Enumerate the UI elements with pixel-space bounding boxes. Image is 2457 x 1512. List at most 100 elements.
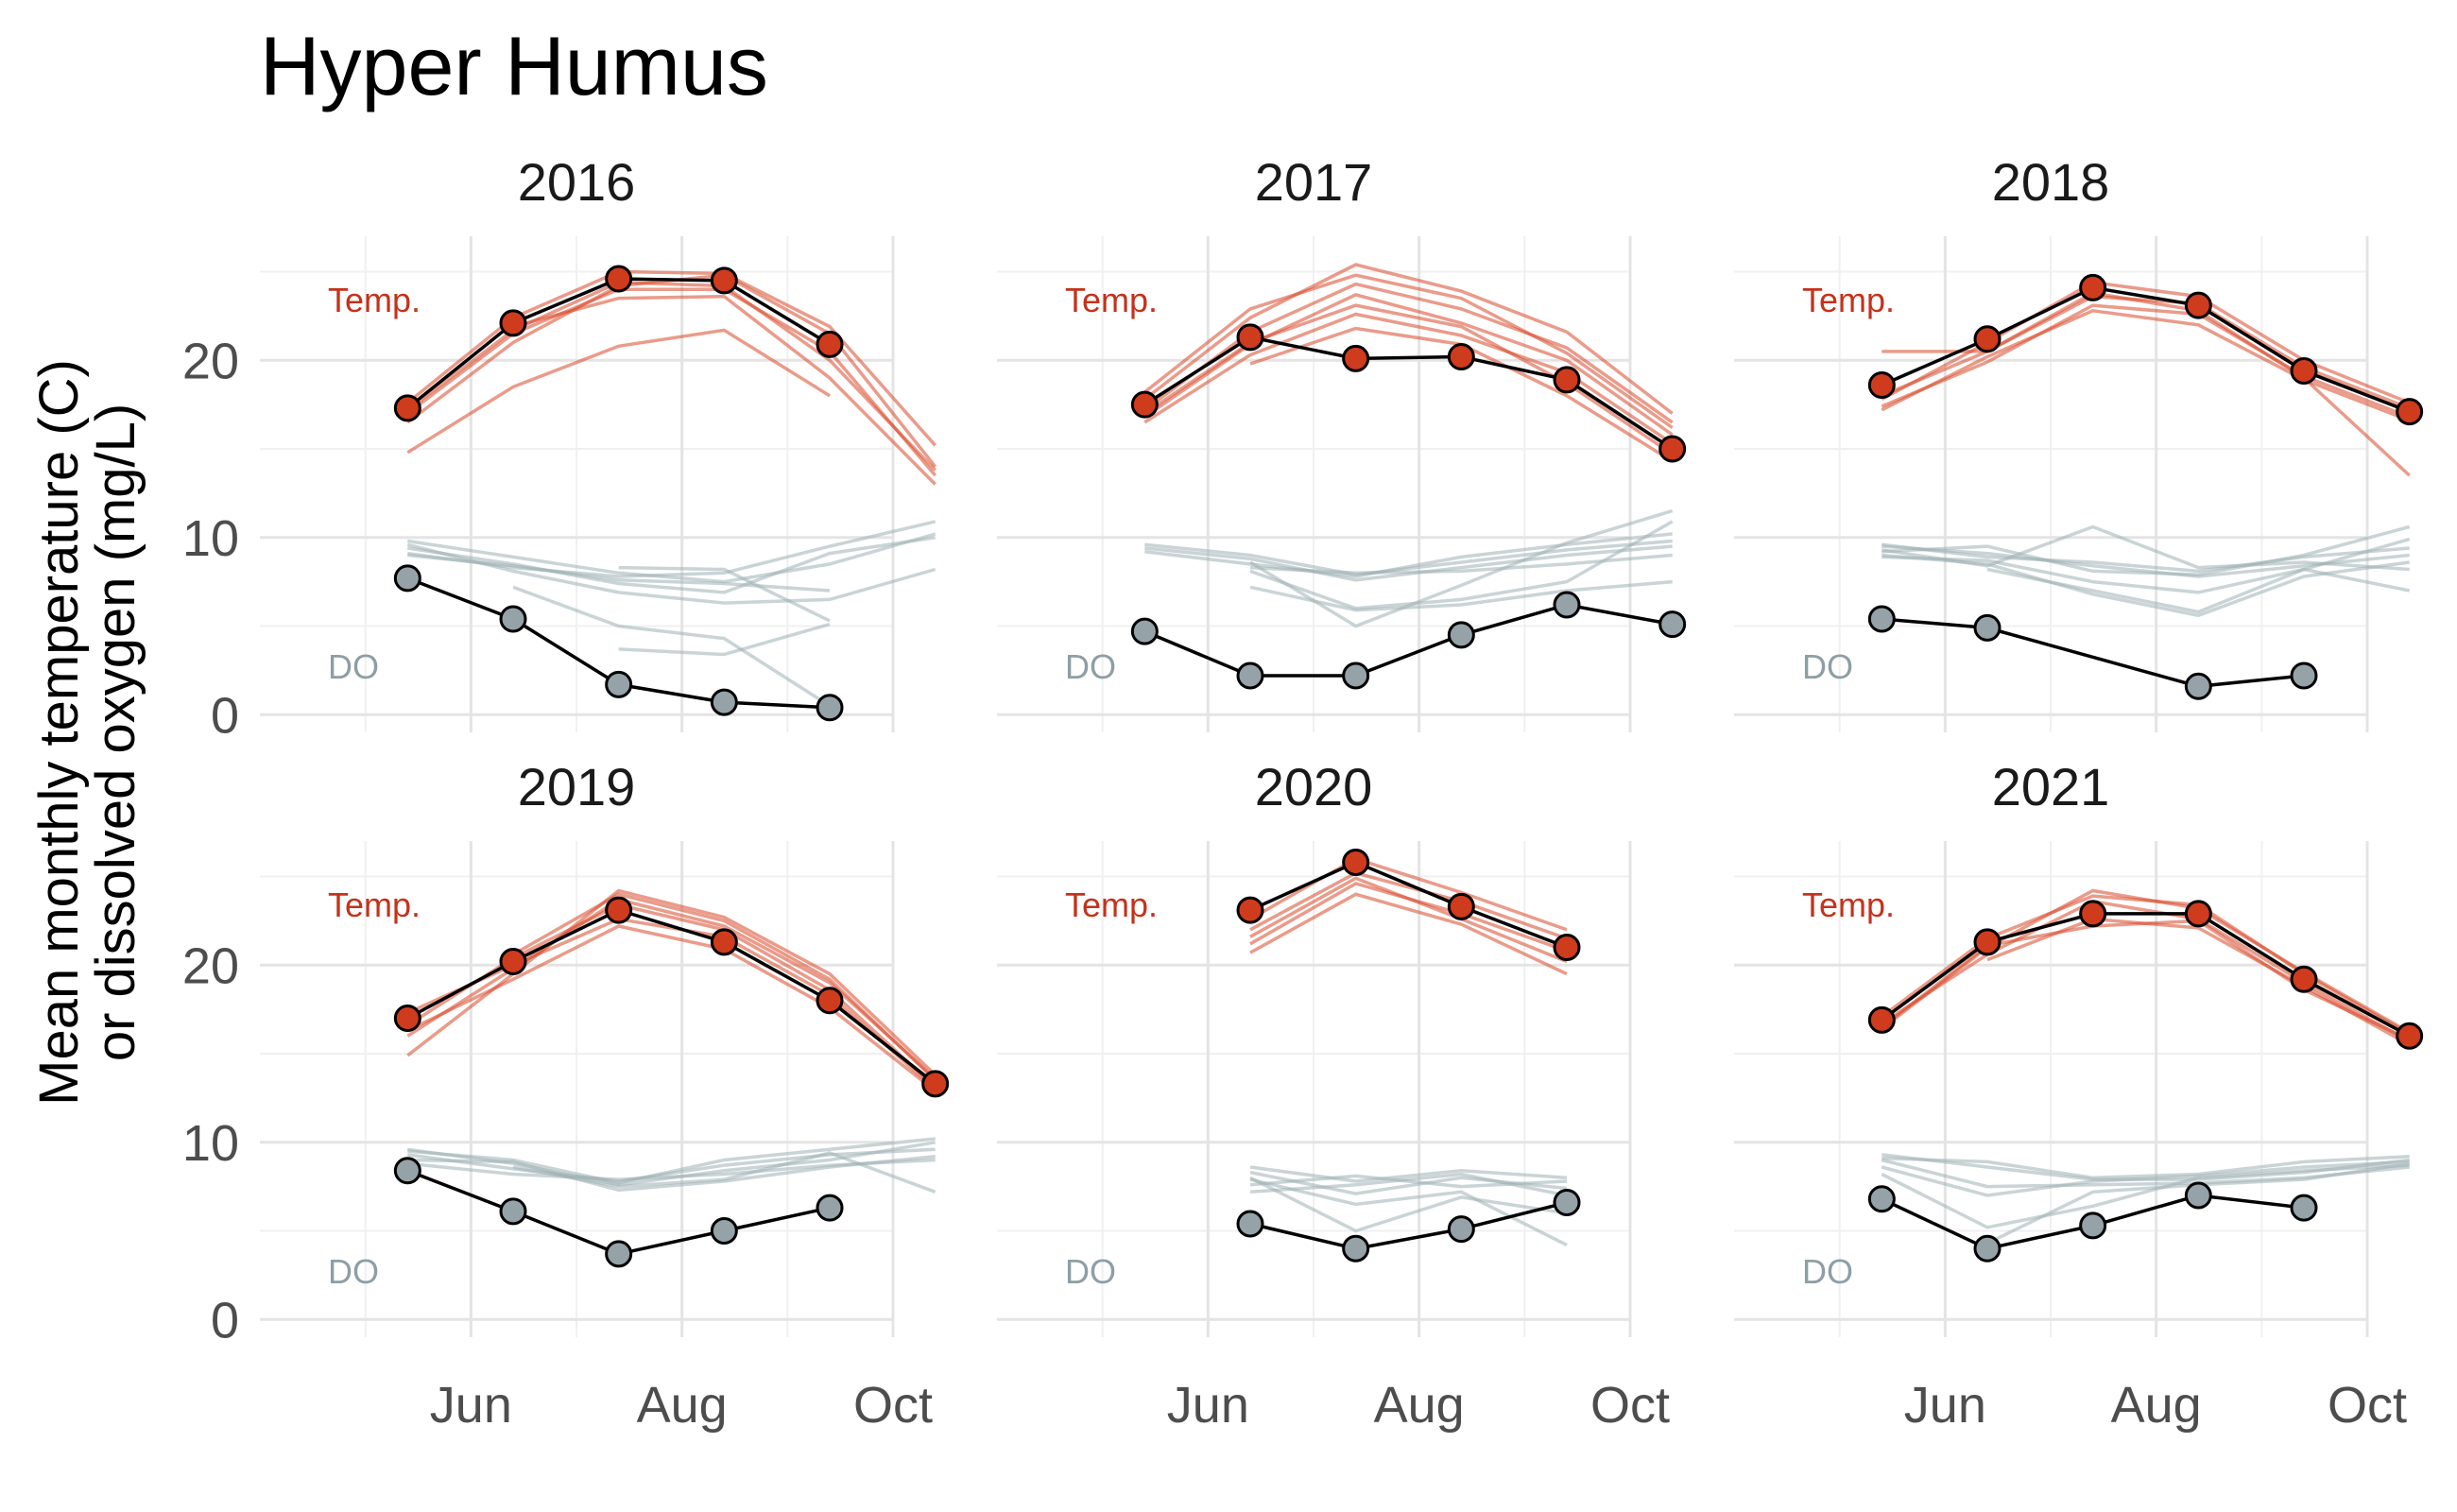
do-point: [499, 1197, 527, 1226]
do-highlight-line: [1249, 1200, 1568, 1251]
do-point: [816, 694, 844, 722]
do-background-line: [1881, 1163, 2410, 1229]
do-background-line: [1881, 1155, 2410, 1180]
do-point: [1447, 1215, 1475, 1244]
temp-point: [2184, 900, 2212, 928]
do-point: [2290, 1194, 2318, 1222]
panel-title: 2016: [518, 152, 636, 212]
temp-background-line: [1881, 309, 2411, 422]
temp-background-line: [1881, 280, 2411, 404]
do-background-line: [1249, 1176, 1568, 1233]
temp-highlight-line: [406, 908, 936, 1086]
do-point: [1553, 1189, 1581, 1216]
temp-background-line: [406, 917, 936, 1091]
do-background-line: [1144, 544, 1673, 582]
do-point: [2184, 1181, 2212, 1210]
y-tick-label: 10: [182, 510, 239, 567]
do-label: DO: [1802, 647, 1853, 686]
do-background-line: [1249, 1165, 1568, 1183]
temp-point: [1342, 849, 1370, 876]
y-tick-label: 0: [211, 1292, 239, 1349]
do-point: [2079, 1211, 2107, 1240]
panel-2021: 2021 Jun Aug Oct Temp. DO: [1734, 757, 2424, 1434]
do-point: [1973, 1234, 2002, 1263]
do-background-line: [1249, 508, 1674, 628]
temp-background-line: [1881, 919, 2411, 1041]
do-background-line: [512, 585, 831, 708]
temp-point: [499, 948, 527, 975]
temp-point: [1553, 366, 1581, 394]
panel-2017: 2017 Temp. DO: [997, 152, 1687, 732]
do-point: [393, 1157, 421, 1185]
panel-title: 2017: [1255, 152, 1373, 212]
temp-point: [605, 896, 633, 924]
do-point: [2290, 662, 2318, 690]
temp-background-line: [406, 269, 937, 447]
do-background-line: [1144, 539, 1673, 576]
do-point: [1867, 1185, 1896, 1213]
temp-background-line: [512, 294, 936, 486]
temp-point: [393, 394, 421, 422]
do-point: [1342, 1234, 1370, 1263]
panel-2019: 2019 0 10 20 Jun Aug Oct Temp. DO: [182, 757, 950, 1434]
temp-background-line: [1143, 282, 1674, 424]
temp-point: [499, 309, 527, 337]
temp-background-line: [1143, 293, 1674, 437]
do-background-line: [1881, 553, 2410, 618]
temp-background-line: [406, 287, 937, 477]
panel-title: 2021: [1992, 757, 2110, 816]
temp-background-line: [1881, 899, 2411, 1043]
x-tick-label: Aug: [2111, 1377, 2202, 1434]
temp-point: [1867, 371, 1896, 399]
temp-point: [1236, 896, 1264, 924]
temp-point: [1130, 390, 1159, 419]
temp-background-line: [406, 924, 936, 1092]
y-tick-label: 10: [182, 1115, 239, 1172]
temp-point: [393, 1005, 421, 1032]
temp-background-line: [1143, 263, 1674, 415]
temp-point: [2290, 965, 2318, 993]
x-tick-label: Jun: [1167, 1377, 1249, 1434]
temp-point: [1342, 344, 1370, 372]
do-background-line: [1249, 1172, 1568, 1197]
do-background-line: [618, 622, 831, 657]
temp-background-line: [1143, 303, 1674, 456]
do-background-line: [618, 565, 831, 623]
do-point: [1342, 662, 1370, 690]
temp-point: [2290, 357, 2318, 385]
temp-background-line: [1143, 312, 1674, 445]
x-tick-label: Jun: [1904, 1377, 1986, 1434]
do-point: [1658, 610, 1687, 639]
do-background-line: [1881, 542, 2410, 574]
do-point: [605, 670, 633, 698]
temp-point: [2396, 1022, 2424, 1050]
x-tick-label: Jun: [430, 1377, 512, 1434]
do-point: [499, 605, 527, 633]
do-background-line: [512, 1151, 936, 1194]
do-point: [1130, 617, 1159, 645]
temp-point: [2079, 900, 2107, 928]
temp-label: Temp.: [1802, 281, 1895, 319]
temp-point: [710, 928, 738, 956]
temp-point: [1973, 325, 2002, 353]
do-point: [1236, 662, 1264, 690]
do-background-line: [1249, 579, 1673, 612]
do-background-line: [1881, 1160, 2410, 1197]
temp-background-line: [1881, 294, 2411, 410]
do-label: DO: [1802, 1252, 1853, 1291]
temp-point: [921, 1070, 950, 1098]
do-label: DO: [328, 1252, 379, 1291]
temp-highlight-line: [1881, 912, 2411, 1038]
temp-label: Temp.: [1065, 281, 1158, 319]
do-background-line: [407, 536, 936, 594]
chart-title: Hyper Humus: [260, 19, 768, 112]
x-tick-label: Oct: [1590, 1377, 1670, 1434]
temp-point: [1447, 343, 1475, 370]
do-point: [1447, 621, 1475, 649]
temp-highlight-line: [1143, 335, 1674, 451]
do-point: [816, 1194, 844, 1222]
temp-point: [2396, 398, 2424, 426]
temp-background-line: [1249, 870, 1568, 940]
temp-background-line: [1143, 273, 1674, 429]
